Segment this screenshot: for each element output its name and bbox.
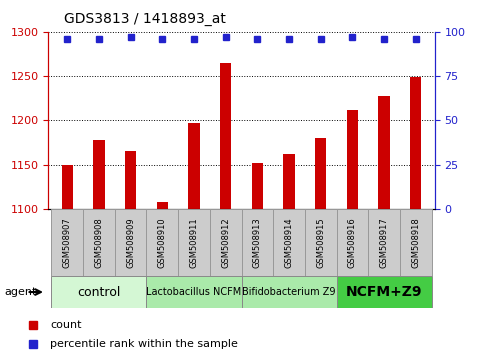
- Bar: [315, 138, 326, 209]
- Bar: [305, 209, 337, 276]
- Bar: [400, 209, 431, 276]
- Text: GSM508918: GSM508918: [411, 217, 420, 268]
- Text: Bifidobacterium Z9: Bifidobacterium Z9: [242, 287, 336, 297]
- Bar: [252, 163, 263, 209]
- Bar: [178, 209, 210, 276]
- Text: GSM508915: GSM508915: [316, 217, 325, 268]
- Bar: [157, 202, 168, 209]
- Text: GSM508907: GSM508907: [63, 217, 72, 268]
- Text: agent: agent: [5, 287, 37, 297]
- Text: GSM508908: GSM508908: [95, 217, 103, 268]
- Bar: [146, 209, 178, 276]
- Bar: [242, 209, 273, 276]
- Bar: [83, 209, 115, 276]
- Bar: [347, 110, 358, 209]
- Bar: [210, 209, 242, 276]
- Bar: [242, 276, 337, 308]
- Text: control: control: [77, 286, 121, 298]
- Bar: [125, 152, 136, 209]
- Bar: [52, 209, 83, 276]
- Bar: [115, 209, 146, 276]
- Text: count: count: [50, 320, 82, 330]
- Text: GSM508912: GSM508912: [221, 217, 230, 268]
- Bar: [379, 96, 390, 209]
- Bar: [146, 276, 242, 308]
- Text: GDS3813 / 1418893_at: GDS3813 / 1418893_at: [64, 12, 226, 27]
- Bar: [93, 140, 104, 209]
- Bar: [62, 165, 73, 209]
- Text: GSM508917: GSM508917: [380, 217, 388, 268]
- Bar: [337, 209, 368, 276]
- Text: GSM508914: GSM508914: [284, 217, 294, 268]
- Bar: [337, 276, 431, 308]
- Bar: [284, 154, 295, 209]
- Text: GSM508909: GSM508909: [126, 217, 135, 268]
- Text: NCFM+Z9: NCFM+Z9: [346, 285, 422, 299]
- Bar: [52, 276, 146, 308]
- Bar: [368, 209, 400, 276]
- Bar: [220, 63, 231, 209]
- Text: percentile rank within the sample: percentile rank within the sample: [50, 339, 238, 349]
- Text: Lactobacillus NCFM: Lactobacillus NCFM: [146, 287, 242, 297]
- Text: GSM508916: GSM508916: [348, 217, 357, 268]
- Bar: [273, 209, 305, 276]
- Bar: [188, 123, 199, 209]
- Text: GSM508910: GSM508910: [158, 217, 167, 268]
- Text: GSM508911: GSM508911: [189, 217, 199, 268]
- Text: GSM508913: GSM508913: [253, 217, 262, 268]
- Bar: [410, 77, 421, 209]
